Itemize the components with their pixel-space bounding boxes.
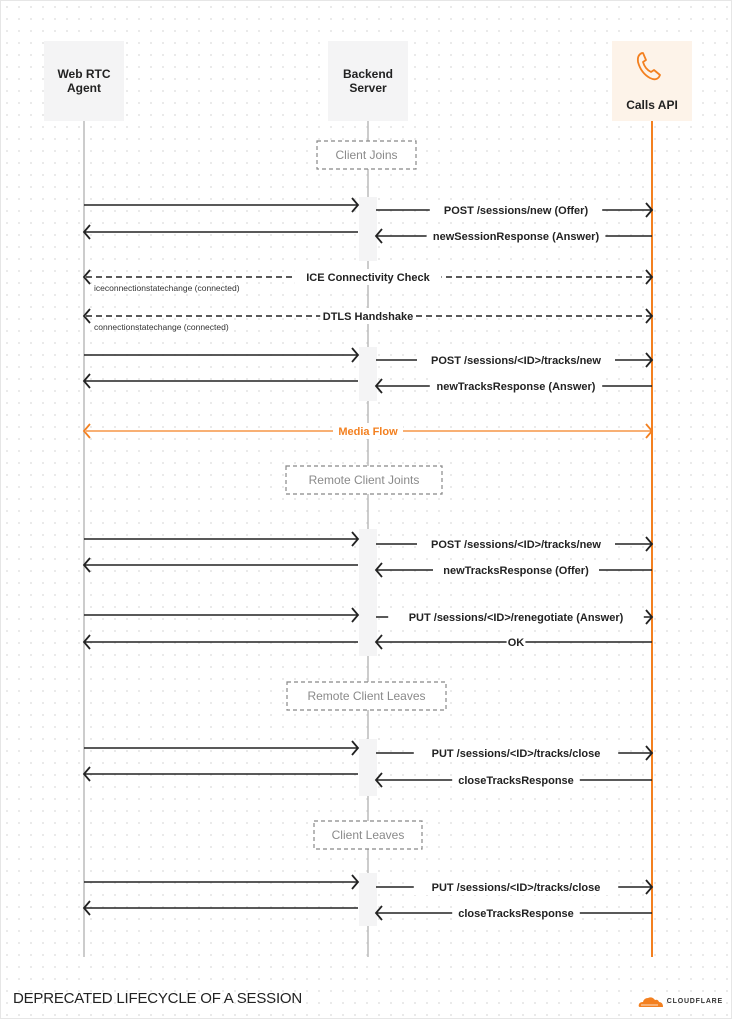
section-label: Client Joins (335, 148, 397, 162)
section-box (313, 820, 423, 850)
message-label: POST /sessions/<ID>/tracks/new (431, 539, 601, 551)
arrowhead-icon (351, 347, 360, 363)
activation-bar (359, 873, 377, 926)
message-label: OK (508, 637, 525, 649)
message-label-bg (320, 308, 416, 324)
section-box (285, 465, 443, 495)
arrowhead-icon (351, 197, 360, 213)
arrowhead-icon (374, 378, 383, 394)
cloud-icon (638, 997, 663, 1007)
message-label-bg (429, 378, 603, 394)
section-label: Client Leaves (332, 828, 405, 842)
participant-label: Backend (343, 67, 393, 81)
message-label-bg (388, 609, 644, 625)
arrowhead-icon (374, 634, 383, 650)
arrowhead-icon (374, 905, 383, 921)
message-label: POST /sessions/new (Offer) (444, 205, 589, 217)
section-label: Remote Client Joints (309, 473, 420, 487)
message-label-bg (426, 228, 606, 244)
arrowhead-icon (82, 766, 91, 782)
arrowhead-icon (82, 423, 91, 439)
activation-bar (359, 739, 377, 796)
participant-calls-box (612, 41, 692, 121)
message-label: POST /sessions/<ID>/tracks/new (431, 355, 601, 367)
arrowhead-icon (82, 269, 91, 285)
arrowhead-icon (645, 745, 654, 761)
message-label: Media Flow (338, 426, 398, 438)
message-label-bg (429, 202, 603, 218)
participant-label: Calls API (626, 98, 678, 112)
message-label-bg (506, 634, 526, 650)
message-label: ICE Connectivity Check (306, 272, 430, 284)
diagram-title: DEPRECATED LIFECYCLE OF A SESSION (13, 990, 303, 1007)
arrowhead-icon (645, 202, 654, 218)
arrowhead-icon (645, 308, 654, 324)
message-label: PUT /sessions/<ID>/renegotiate (Answer) (409, 612, 624, 624)
message-label-bg (417, 352, 615, 368)
message-note: connectionstatechange (connected) (94, 322, 229, 332)
cloudflare-logo: CLOUDFLARE (638, 994, 723, 1008)
message-label-bg (413, 745, 619, 761)
message-label-bg (413, 879, 619, 895)
message-label: closeTracksResponse (458, 775, 574, 787)
message-label: PUT /sessions/<ID>/tracks/close (432, 748, 601, 760)
message-label: PUT /sessions/<ID>/tracks/close (432, 882, 601, 894)
message-label: newSessionResponse (Answer) (433, 231, 600, 243)
arrowhead-icon (82, 557, 91, 573)
message-label-bg (417, 536, 615, 552)
message-label-bg (294, 269, 442, 285)
arrowhead-icon (82, 900, 91, 916)
arrowhead-icon (645, 609, 654, 625)
arrowhead-icon (351, 740, 360, 756)
arrowhead-icon (351, 531, 360, 547)
participant-label: Agent (67, 81, 101, 95)
arrowhead-icon (645, 879, 654, 895)
message-label: DTLS Handshake (323, 311, 413, 323)
participant-agent-box (44, 41, 124, 121)
arrowhead-icon (351, 607, 360, 623)
arrowhead-icon (374, 228, 383, 244)
logo-text: CLOUDFLARE (666, 997, 723, 1005)
activation-bar (359, 529, 377, 656)
arrowhead-icon (82, 308, 91, 324)
phone-icon (636, 52, 661, 81)
arrowhead-icon (351, 874, 360, 890)
participant-label: Server (349, 81, 387, 95)
activation-bar (359, 197, 377, 261)
message-label-bg (452, 772, 580, 788)
arrowhead-icon (374, 772, 383, 788)
section-label: Remote Client Leaves (307, 689, 425, 703)
message-label: newTracksResponse (Offer) (443, 565, 589, 577)
message-label: closeTracksResponse (458, 908, 574, 920)
arrowhead-icon (374, 562, 383, 578)
message-label-bg (433, 562, 599, 578)
participant-backend-box (328, 41, 408, 121)
arrowhead-icon (645, 423, 654, 439)
arrowhead-icon (82, 224, 91, 240)
message-label-bg (333, 423, 403, 439)
section-box (286, 681, 447, 711)
arrowhead-icon (645, 536, 654, 552)
arrowhead-icon (645, 269, 654, 285)
message-label: newTracksResponse (Answer) (437, 381, 596, 393)
message-label-bg (452, 905, 580, 921)
message-note: iceconnectionstatechange (connected) (94, 283, 240, 293)
participant-label: Web RTC (57, 67, 110, 81)
arrowhead-icon (645, 352, 654, 368)
section-box (316, 140, 417, 170)
arrowhead-icon (82, 634, 91, 650)
activation-bar (359, 347, 377, 401)
arrowhead-icon (82, 373, 91, 389)
